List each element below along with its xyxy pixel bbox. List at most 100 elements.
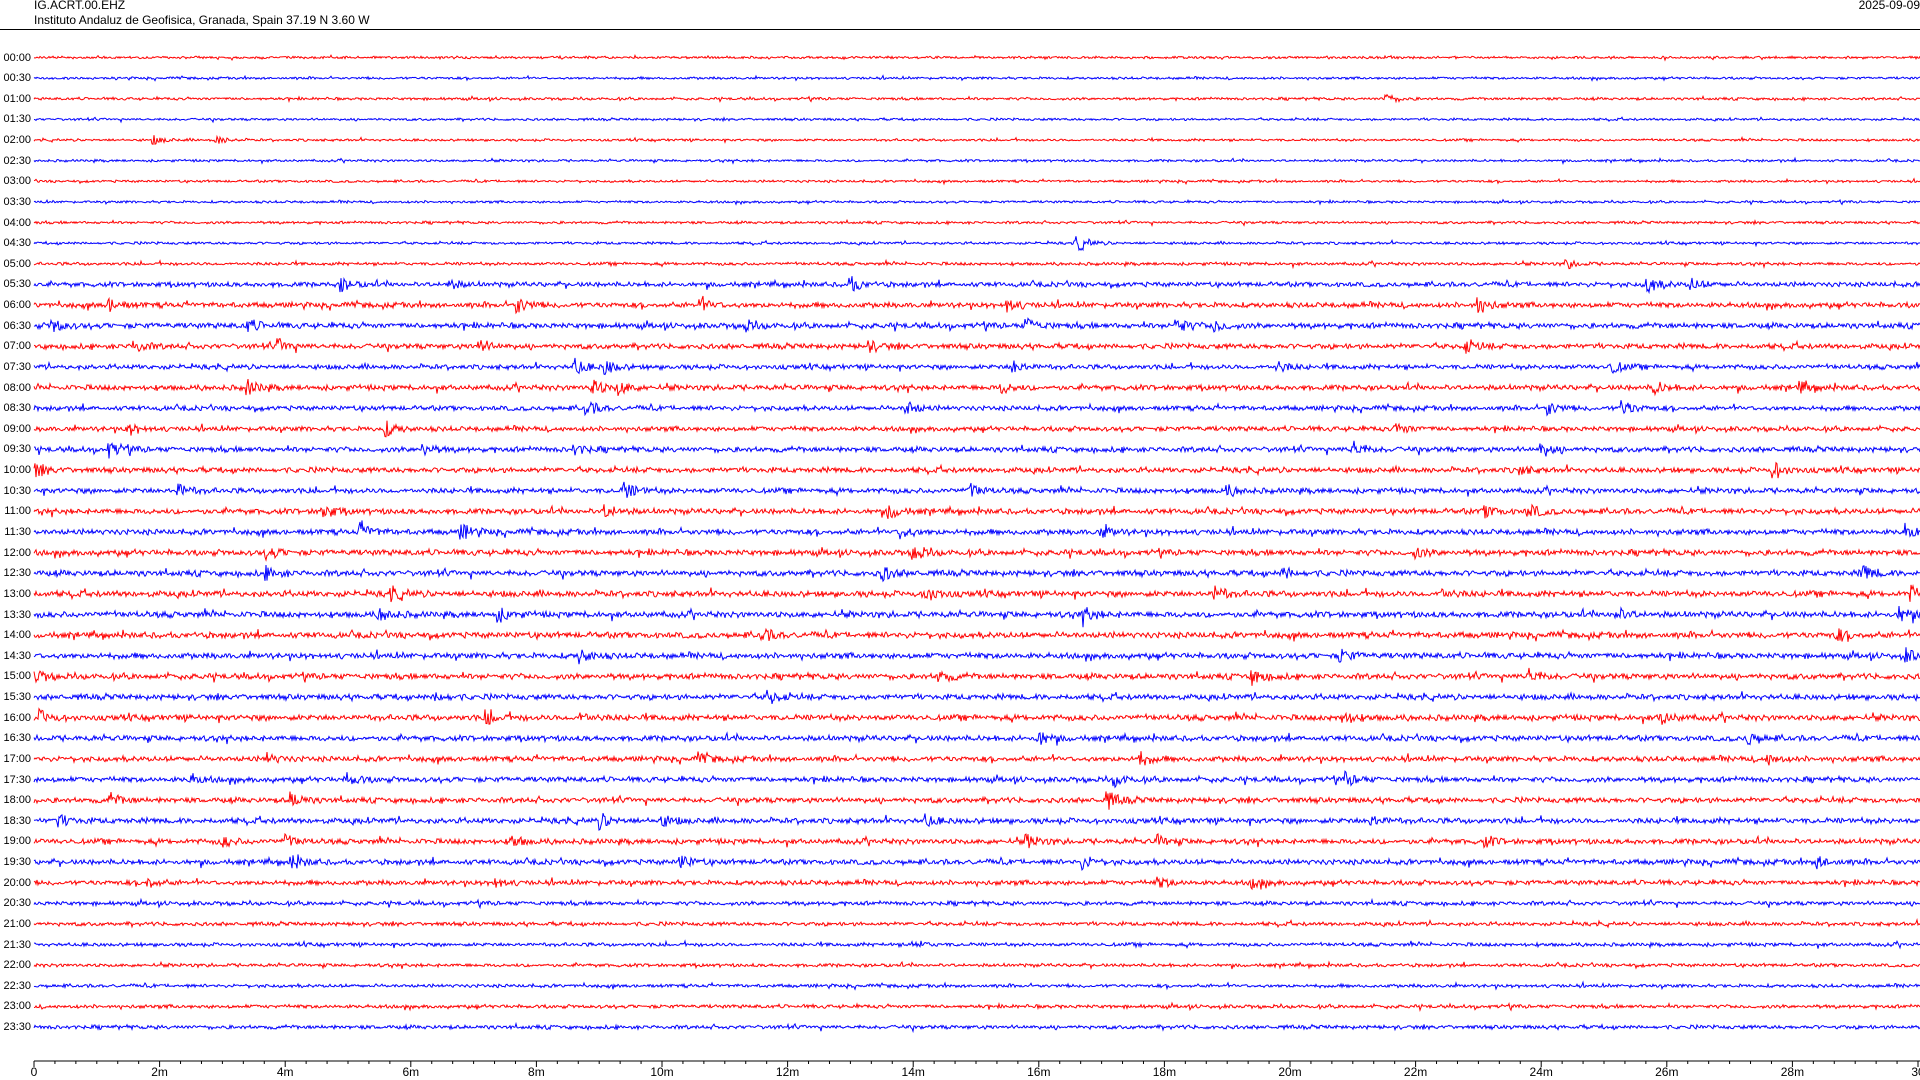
x-axis-tick-label: 8m: [528, 1065, 545, 1079]
x-axis-tick-label: 28m: [1780, 1065, 1805, 1079]
row-time-label: 19:00: [3, 835, 31, 848]
seismogram-trace: [33, 400, 1920, 417]
row-time-label: 21:30: [3, 938, 31, 951]
row-time-label: 21:00: [3, 917, 31, 930]
seismogram-trace: [33, 93, 1920, 104]
row-time-label: 16:00: [3, 711, 31, 724]
seismogram-trace: [33, 258, 1920, 270]
row-time-label: 17:30: [3, 773, 31, 786]
seismogram-trace: [33, 547, 1920, 562]
row-time-label: 07:30: [3, 360, 31, 373]
seismogram-trace: [33, 317, 1920, 333]
row-time-label: 04:00: [3, 216, 31, 229]
seismogram-trace: [33, 236, 1920, 252]
x-axis-tick-label: 6m: [402, 1065, 420, 1079]
row-time-label: 07:00: [3, 340, 31, 353]
row-time-label: 14:00: [3, 629, 31, 642]
station-code: IG.ACRT.00.EHZ: [34, 0, 126, 12]
seismogram-trace: [33, 813, 1920, 831]
row-time-label: 15:30: [3, 691, 31, 704]
row-time-label: 05:00: [3, 257, 31, 270]
seismogram-trace: [33, 337, 1920, 354]
seismogram-trace: [33, 440, 1920, 459]
seismogram-trace: [33, 584, 1920, 603]
seismogram-trace: [33, 876, 1920, 891]
row-time-label: 08:00: [3, 381, 31, 394]
row-time-label: 09:30: [3, 443, 31, 456]
row-time-label: 03:00: [3, 175, 31, 188]
row-time-label: 16:30: [3, 732, 31, 745]
row-time-label: 20:00: [3, 876, 31, 889]
x-axis-tick-label: 18m: [1152, 1065, 1177, 1079]
row-time-label: 11:00: [4, 505, 31, 518]
row-time-label: 10:00: [3, 464, 31, 477]
seismogram-trace: [33, 461, 1920, 479]
row-time-label: 10:30: [3, 484, 31, 497]
row-time-label: 23:00: [3, 1000, 31, 1013]
x-axis-tick-label: 0: [30, 1065, 38, 1079]
row-time-label: 13:30: [3, 608, 31, 621]
row-time-label: 12:00: [3, 546, 31, 559]
row-time-label: 13:00: [3, 587, 31, 600]
row-time-label: 14:30: [3, 649, 31, 662]
seismogram-trace: [33, 605, 1920, 628]
seismogram-trace: [33, 897, 1920, 910]
seismogram-trace: [33, 116, 1920, 124]
row-time-label: 15:00: [3, 670, 31, 683]
row-time-label: 05:30: [3, 278, 31, 291]
x-axis-tick-label: 2m: [151, 1065, 168, 1079]
row-time-label: 20:30: [3, 897, 31, 910]
x-axis-tick-label: 16m: [1027, 1065, 1051, 1079]
row-time-label: 12:30: [3, 567, 31, 580]
seismogram-trace: [33, 520, 1920, 540]
seismogram-trace: [33, 295, 1920, 315]
seismogram-trace: [33, 198, 1920, 206]
x-axis-tick-label: 24m: [1529, 1065, 1553, 1079]
row-time-label: 18:00: [3, 794, 31, 807]
seismogram-trace: [33, 917, 1920, 929]
seismogram-trace: [33, 707, 1920, 725]
seismogram-trace: [33, 74, 1920, 82]
seismogram-trace: [33, 1001, 1920, 1013]
x-axis-tick-label: 22m: [1403, 1065, 1428, 1079]
x-axis-tick-label: 12m: [775, 1065, 800, 1079]
x-axis-tick-label: 30: [1911, 1065, 1920, 1079]
x-axis-tick-label: 26m: [1655, 1065, 1679, 1079]
seismogram-trace: [33, 960, 1920, 970]
row-time-label: 02:00: [3, 134, 31, 147]
row-time-label: 01:30: [3, 113, 31, 126]
seismogram-trace: [33, 276, 1920, 295]
x-axis-tick-label: 20m: [1278, 1065, 1302, 1079]
row-time-label: 09:00: [3, 422, 31, 435]
row-time-label: 03:30: [3, 195, 31, 208]
seismogram-trace: [33, 770, 1920, 789]
x-axis-tick-label: 14m: [901, 1065, 925, 1079]
seismogram-trace: [33, 420, 1920, 438]
row-time-label: 08:30: [3, 402, 31, 415]
row-time-label: 04:30: [3, 237, 31, 250]
row-time-label: 00:00: [3, 51, 31, 64]
seismogram-trace: [33, 627, 1920, 642]
seismogram-trace: [33, 481, 1920, 498]
seismogram-trace: [33, 751, 1920, 766]
row-time-label: 02:30: [3, 154, 31, 167]
seismogram-trace: [33, 357, 1920, 376]
seismogram-trace: [33, 731, 1920, 746]
seismogram-trace: [33, 854, 1920, 872]
header-divider: [0, 29, 1920, 30]
seismogram-trace: [33, 156, 1920, 166]
row-time-label: 06:00: [3, 299, 31, 312]
seismogram-trace: [33, 564, 1920, 583]
seismogram-trace: [33, 379, 1920, 397]
seismogram-trace: [33, 218, 1920, 227]
row-time-label: 19:30: [3, 856, 31, 869]
record-date: 2025-09-09: [1858, 0, 1920, 12]
seismogram-trace: [33, 689, 1920, 705]
row-time-label: 01:00: [3, 92, 31, 105]
seismogram-trace: [33, 667, 1920, 686]
x-axis-tick-label: 4m: [276, 1065, 294, 1079]
seismogram-trace: [33, 177, 1920, 186]
row-time-label: 22:00: [3, 959, 31, 972]
x-axis-tick-label: 10m: [650, 1065, 674, 1079]
seismogram-trace: [33, 1021, 1920, 1034]
